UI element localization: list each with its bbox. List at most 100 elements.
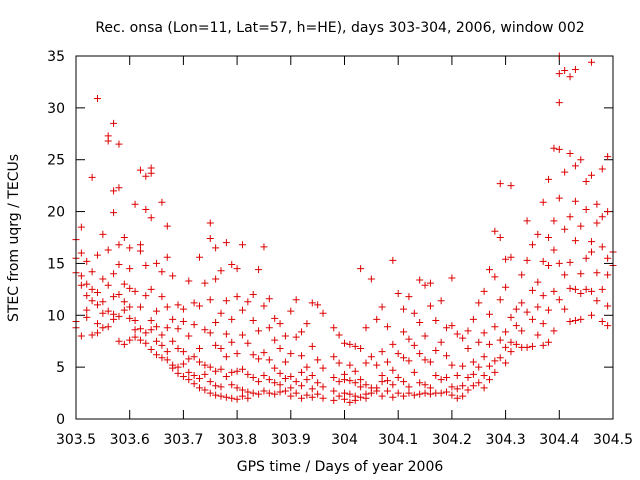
data-point <box>217 344 225 352</box>
data-point <box>566 149 574 157</box>
data-point <box>131 287 139 295</box>
data-point <box>448 391 456 399</box>
data-point <box>362 381 370 389</box>
data-point <box>158 331 166 339</box>
data-point <box>593 219 601 227</box>
data-point <box>158 268 166 276</box>
data-point <box>238 331 246 339</box>
data-point <box>206 363 214 371</box>
data-point <box>303 391 311 399</box>
data-point <box>115 140 123 148</box>
data-point <box>464 327 472 335</box>
data-point <box>383 358 391 366</box>
data-point <box>539 292 547 300</box>
data-point <box>190 353 198 361</box>
data-point <box>115 291 123 299</box>
data-point <box>593 269 601 277</box>
x-tick-label: 303.9 <box>271 432 311 448</box>
data-point <box>88 285 96 293</box>
y-tick-label: 5 <box>56 360 65 376</box>
x-tick-label: 303.5 <box>56 432 96 448</box>
data-point <box>99 275 107 283</box>
data-point <box>174 325 182 333</box>
data-point <box>276 381 284 389</box>
data-point <box>561 305 569 313</box>
data-point <box>281 387 289 395</box>
data-point <box>426 279 434 287</box>
data-point <box>421 356 429 364</box>
data-point <box>341 376 348 384</box>
x-axis-label: GPS time / Days of year 2006 <box>237 459 444 475</box>
data-point <box>212 319 220 327</box>
data-point <box>271 379 279 387</box>
data-point <box>174 301 182 309</box>
data-point <box>260 387 268 395</box>
data-point <box>179 305 187 313</box>
data-point <box>308 371 316 379</box>
data-point <box>566 258 574 266</box>
data-point <box>115 184 123 192</box>
data-point <box>169 272 177 280</box>
data-point <box>287 392 295 400</box>
data-point <box>389 366 397 374</box>
data-point <box>443 324 451 332</box>
data-point <box>314 379 322 387</box>
data-point <box>217 365 225 373</box>
data-point <box>244 339 252 347</box>
data-point <box>298 368 306 376</box>
data-point <box>357 393 365 401</box>
data-point <box>443 374 451 382</box>
data-point <box>571 162 579 170</box>
data-point <box>77 281 85 289</box>
data-point <box>179 360 187 368</box>
data-point <box>163 356 171 364</box>
data-point <box>206 235 214 243</box>
data-point <box>588 287 596 295</box>
data-point <box>448 322 456 330</box>
data-point <box>545 262 553 270</box>
data-point <box>588 238 596 246</box>
data-point <box>190 321 198 329</box>
data-point <box>228 260 236 268</box>
data-point <box>196 375 204 383</box>
data-point <box>528 286 536 294</box>
data-point <box>147 214 155 222</box>
data-point <box>99 309 107 317</box>
data-point <box>475 338 483 346</box>
data-point <box>512 340 520 348</box>
y-tick-label: 10 <box>47 308 65 324</box>
data-point <box>400 354 408 362</box>
data-point <box>351 342 359 350</box>
data-point <box>496 336 504 344</box>
data-point <box>528 342 536 350</box>
data-point <box>550 144 558 152</box>
data-point <box>437 338 445 346</box>
data-point <box>212 391 220 399</box>
data-point <box>335 331 343 339</box>
data-point <box>212 382 220 390</box>
data-point <box>233 350 241 358</box>
data-point <box>136 247 144 255</box>
data-point <box>373 387 381 395</box>
data-point <box>555 259 563 267</box>
data-point <box>249 291 257 299</box>
data-point <box>561 225 569 233</box>
data-point <box>110 293 118 301</box>
data-point <box>405 383 413 391</box>
data-point <box>88 173 96 181</box>
data-point <box>244 370 252 378</box>
data-point <box>292 389 300 397</box>
data-point <box>485 340 493 348</box>
x-tick-label: 304.1 <box>378 432 418 448</box>
data-point <box>238 306 246 314</box>
data-point <box>142 262 150 270</box>
data-point <box>555 296 563 304</box>
data-point <box>416 390 424 398</box>
data-point <box>120 280 128 288</box>
data-point <box>206 329 214 337</box>
data-point <box>298 352 306 360</box>
data-point <box>271 314 279 322</box>
data-point <box>357 344 365 352</box>
data-point <box>448 274 456 282</box>
data-point <box>598 318 606 326</box>
